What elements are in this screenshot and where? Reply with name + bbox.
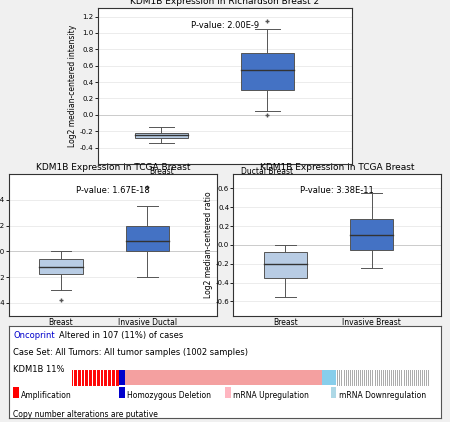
Text: P-value: 1.67E-18: P-value: 1.67E-18 <box>76 186 150 195</box>
FancyBboxPatch shape <box>241 54 294 90</box>
Text: mRNA Upregulation: mRNA Upregulation <box>233 391 309 400</box>
Bar <box>119 370 125 385</box>
FancyBboxPatch shape <box>39 259 82 274</box>
Text: Homozygous Deletion: Homozygous Deletion <box>127 391 211 400</box>
FancyBboxPatch shape <box>350 219 393 250</box>
Bar <box>322 370 336 385</box>
FancyBboxPatch shape <box>126 226 169 252</box>
Bar <box>225 387 230 398</box>
FancyBboxPatch shape <box>135 133 188 138</box>
Bar <box>119 387 125 398</box>
Text: P-value: 2.00E-9: P-value: 2.00E-9 <box>191 21 259 30</box>
Text: Altered in 107 (11%) of cases: Altered in 107 (11%) of cases <box>58 330 183 340</box>
Y-axis label: Log2 median-centered intensity: Log2 median-centered intensity <box>68 25 77 147</box>
Bar <box>125 370 322 385</box>
Text: Oncoprint: Oncoprint <box>14 330 55 340</box>
Text: P-value: 3.38E-11: P-value: 3.38E-11 <box>300 186 374 195</box>
Y-axis label: Log2 median-centered ratio: Log2 median-centered ratio <box>203 192 212 298</box>
Title: KDM1B Expression in Richardson Breast 2: KDM1B Expression in Richardson Breast 2 <box>130 0 320 6</box>
Text: mRNA Downregulation: mRNA Downregulation <box>338 391 426 400</box>
Bar <box>331 387 337 398</box>
Text: Amplification: Amplification <box>21 391 72 400</box>
Title: KDM1B Expression in TCGA Breast: KDM1B Expression in TCGA Breast <box>36 163 190 172</box>
Text: Copy number alterations are putative: Copy number alterations are putative <box>14 409 158 419</box>
Title: KDM1B Expression in TCGA Breast: KDM1B Expression in TCGA Breast <box>260 163 414 172</box>
Text: Case Set: All Tumors: All tumor samples (1002 samples): Case Set: All Tumors: All tumor samples … <box>14 348 248 357</box>
Bar <box>14 387 19 398</box>
FancyBboxPatch shape <box>264 252 307 278</box>
Text: KDM1B 11%: KDM1B 11% <box>14 365 65 374</box>
